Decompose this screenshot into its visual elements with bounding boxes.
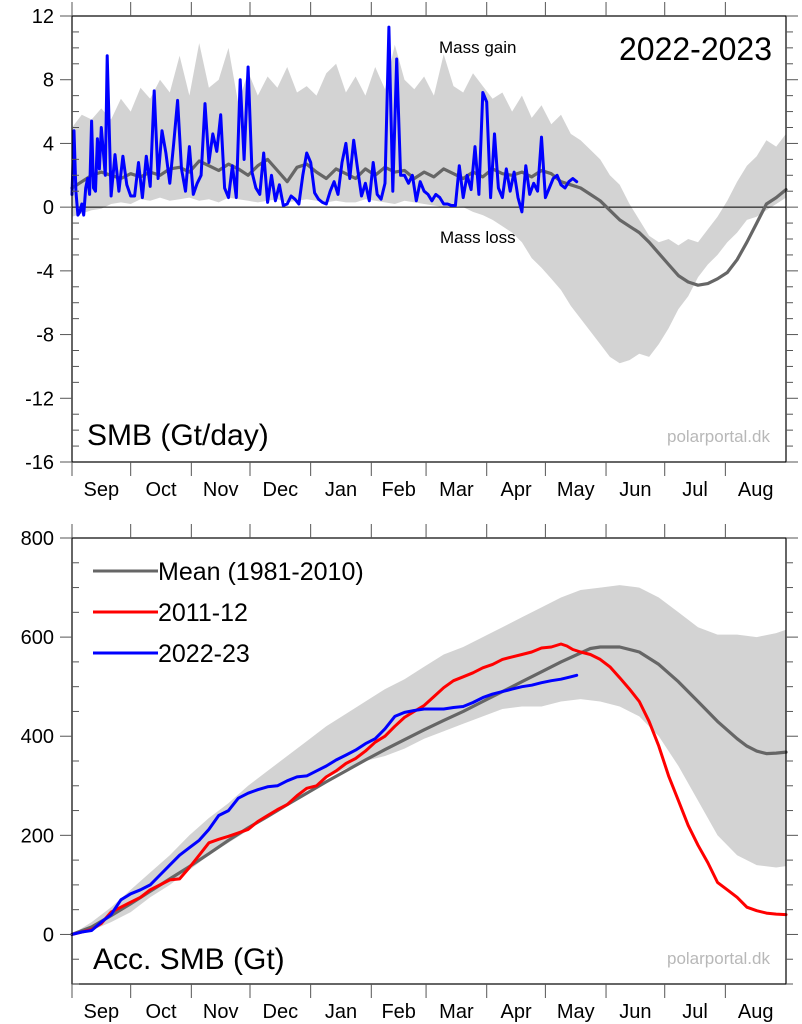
panel-title: Acc. SMB (Gt) bbox=[93, 943, 285, 976]
y-tick-label: 800 bbox=[21, 528, 54, 550]
mass-loss-annotation: Mass loss bbox=[440, 228, 516, 247]
y-tick-label: 200 bbox=[21, 825, 54, 847]
month-label: May bbox=[557, 1001, 595, 1023]
accumulated-smb-panel: 800 600 400 200 0 Sep Oct Nov Dec Jan Feb Mar Apr May… bbox=[21, 524, 798, 1023]
month-label: Jan bbox=[325, 479, 357, 501]
watermark: polarportal.dk bbox=[667, 949, 771, 968]
accumulated-lines-layer bbox=[70, 642, 788, 937]
daily-lines-layer bbox=[70, 25, 788, 287]
month-label: Mar bbox=[439, 1001, 474, 1023]
y-tick-label: 0 bbox=[43, 197, 54, 219]
range-band bbox=[72, 43, 786, 364]
month-label: Feb bbox=[381, 1001, 415, 1023]
month-label: Oct bbox=[145, 479, 177, 501]
legend-label: 2022-23 bbox=[158, 640, 250, 668]
y-tick-label: 8 bbox=[43, 70, 54, 92]
month-label: Sep bbox=[84, 1001, 120, 1023]
month-label: Nov bbox=[203, 1001, 239, 1023]
month-label: Apr bbox=[500, 479, 531, 501]
month-label: Feb bbox=[381, 479, 415, 501]
month-label: Jun bbox=[619, 479, 651, 501]
daily-smb-panel: 12 8 4 0 -4 -8 -12 -16 Sep Oct Nov Dec Jan Feb Mar Apr M… bbox=[25, 2, 798, 501]
axis-ticks: 12 8 4 0 -4 -8 -12 -16 Sep Oct Nov Dec Jan Feb Mar Apr M… bbox=[25, 2, 798, 501]
month-label: Apr bbox=[500, 1001, 531, 1023]
month-label: Dec bbox=[263, 479, 299, 501]
axis-ticks: 800 600 400 200 0 Sep Oct Nov Dec Jan Feb Mar Apr May… bbox=[21, 524, 798, 1023]
y-tick-label: 0 bbox=[43, 924, 54, 946]
month-label: Jan bbox=[325, 1001, 357, 1023]
series-line-mean-1981-2010 bbox=[70, 645, 788, 937]
y-tick-label: -4 bbox=[36, 261, 54, 283]
y-tick-label: -16 bbox=[25, 452, 54, 474]
month-label: Aug bbox=[738, 479, 774, 501]
y-tick-label: 600 bbox=[21, 627, 54, 649]
panel-title: SMB (Gt/day) bbox=[87, 419, 269, 452]
legend-label: 2011-12 bbox=[158, 599, 248, 627]
season-title: 2022-2023 bbox=[619, 31, 772, 67]
watermark: polarportal.dk bbox=[667, 427, 771, 446]
series-line-2022-23 bbox=[70, 25, 579, 217]
y-tick-label: 400 bbox=[21, 726, 54, 748]
range-band bbox=[72, 585, 786, 935]
month-label: Dec bbox=[263, 1001, 299, 1023]
y-tick-label: -8 bbox=[36, 325, 54, 347]
series-line-2011-12 bbox=[70, 642, 788, 936]
month-label: May bbox=[557, 479, 595, 501]
month-label: Jul bbox=[682, 479, 708, 501]
month-label: Jun bbox=[619, 1001, 651, 1023]
y-tick-label: 4 bbox=[43, 133, 54, 155]
mass-gain-annotation: Mass gain bbox=[439, 38, 516, 57]
legend: Mean (1981-2010) 2011-12 2022-23 bbox=[93, 558, 364, 668]
y-tick-label: 12 bbox=[32, 6, 54, 28]
daily-range-band-layer bbox=[72, 43, 786, 364]
legend-label: Mean (1981-2010) bbox=[158, 558, 364, 586]
month-label: Nov bbox=[203, 479, 239, 501]
month-label: Sep bbox=[84, 479, 120, 501]
accumulated-range-band-layer bbox=[72, 585, 786, 935]
y-tick-label: -12 bbox=[25, 388, 54, 410]
month-label: Aug bbox=[738, 1001, 774, 1023]
month-label: Mar bbox=[439, 479, 474, 501]
month-label: Oct bbox=[145, 1001, 177, 1023]
series-line-2022-23 bbox=[70, 673, 579, 936]
month-label: Jul bbox=[682, 1001, 708, 1023]
